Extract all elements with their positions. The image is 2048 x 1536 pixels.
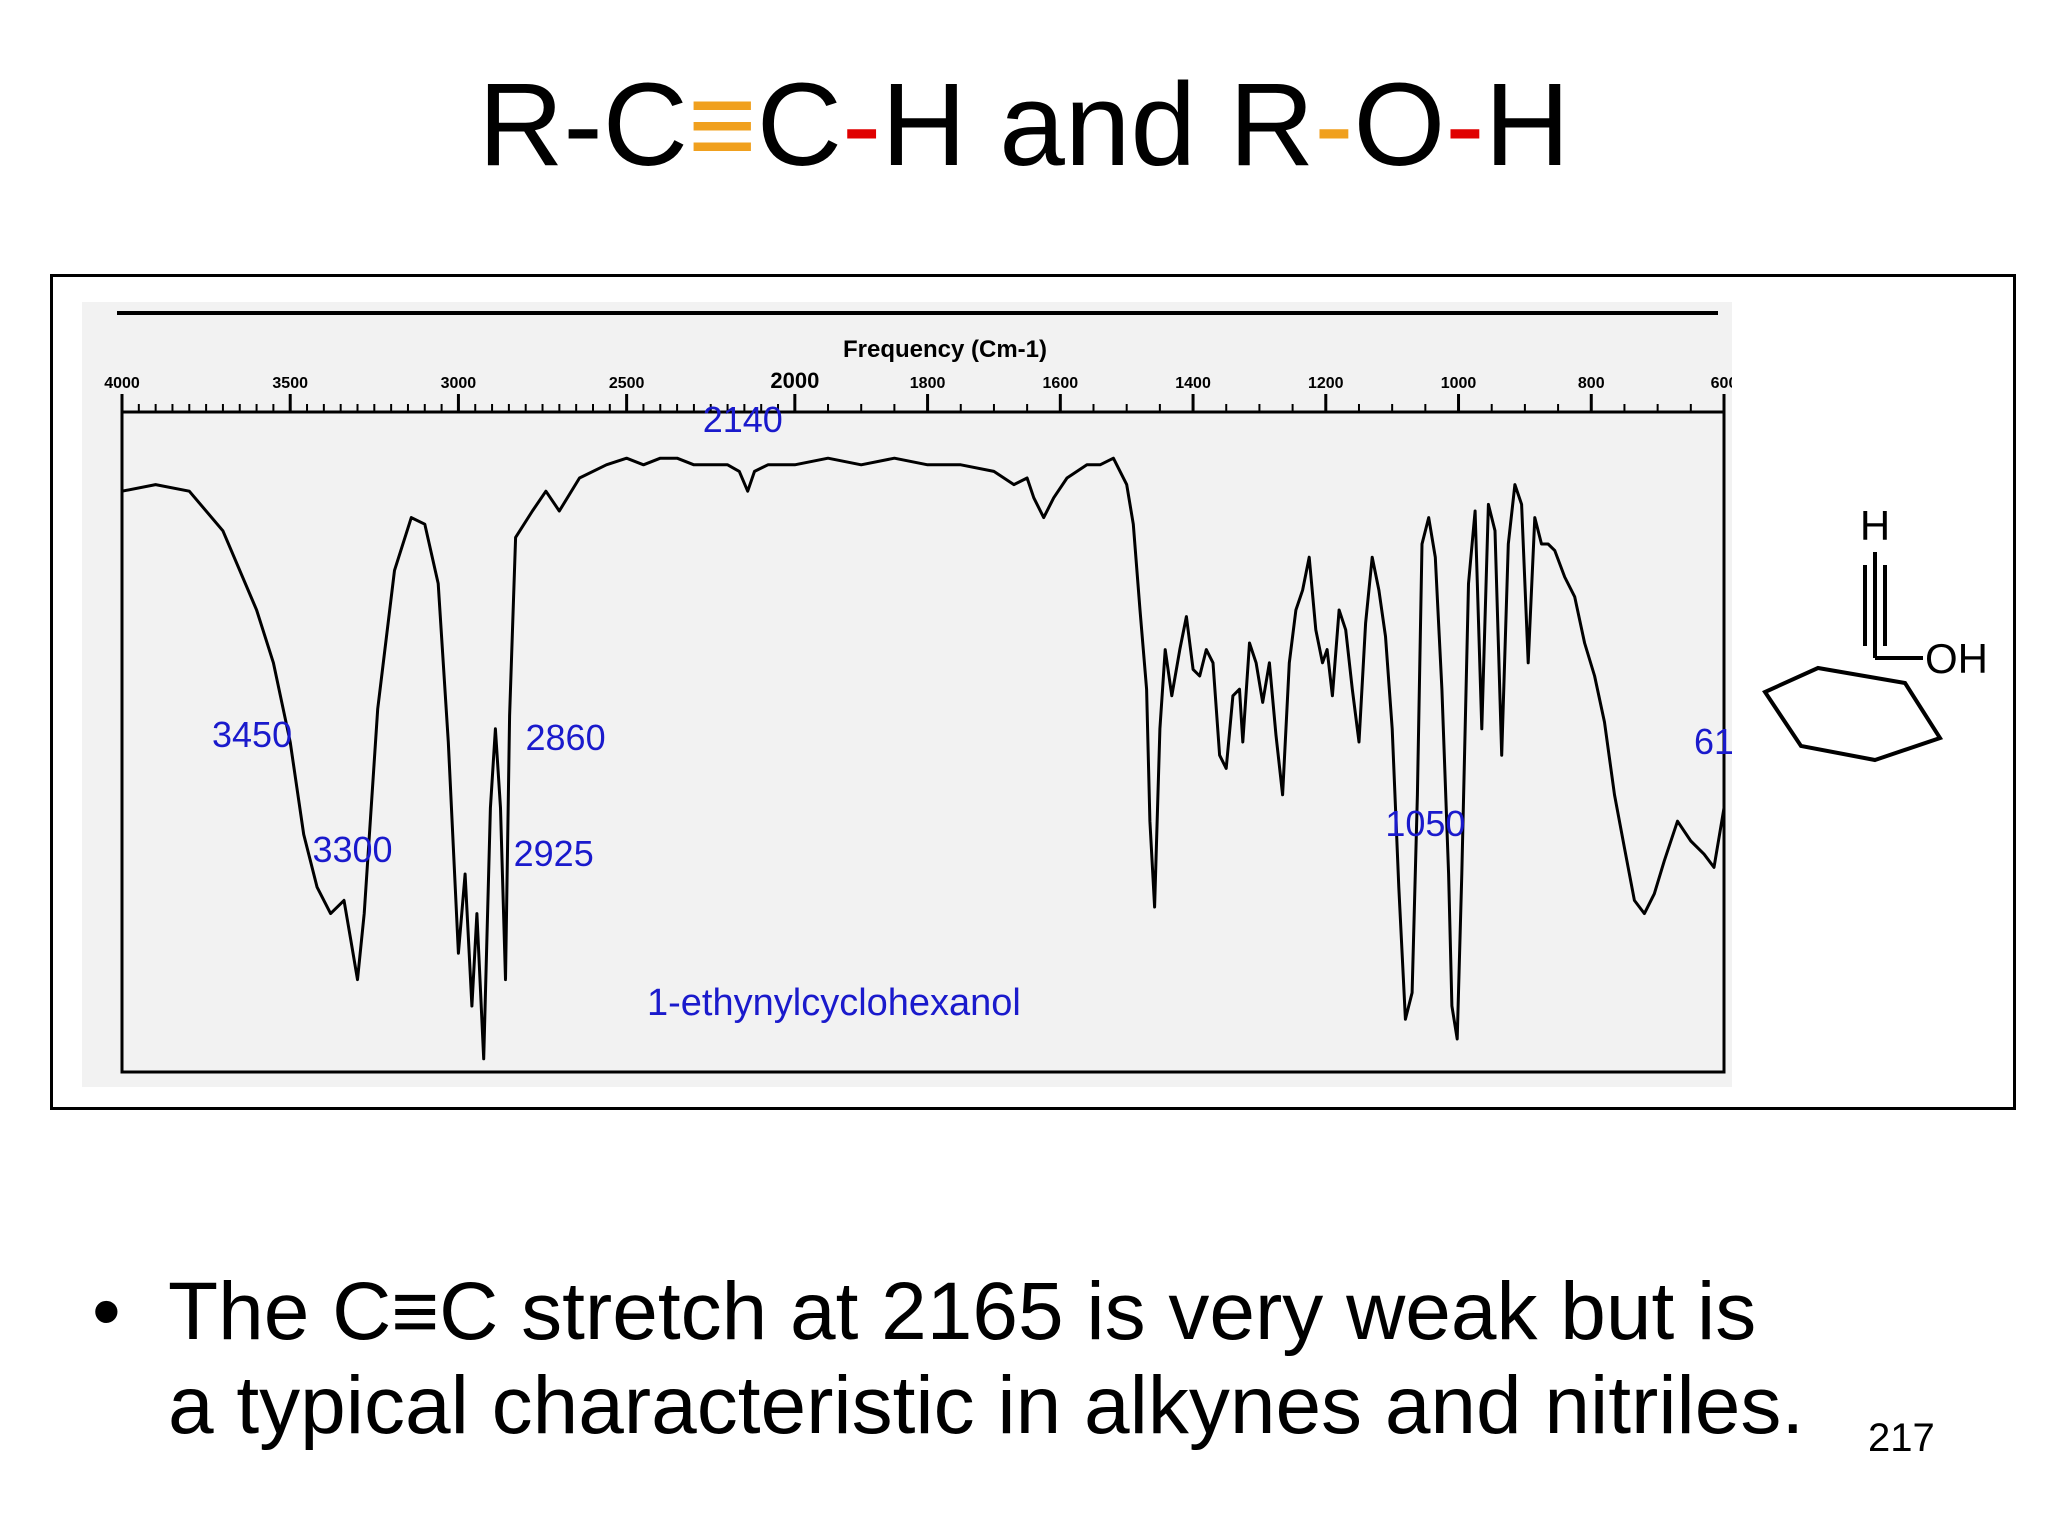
peak-annotations: 3450 3300 2925 2860 2140 1050 615 [212,399,1732,874]
x-tick-label: 1600 [1043,375,1079,392]
peak-label: 2140 [703,399,783,440]
x-tick-label: 800 [1578,375,1605,392]
title-part: H [1484,59,1570,191]
bullet-marker: • [92,1266,121,1357]
peak-label: 2860 [526,717,606,758]
figure-frame [50,274,2016,1110]
x-tick-label: 4000 [104,375,140,392]
title-part: O [1353,59,1446,191]
slide-caption: The C≡C stretch at 2165 is very weak but… [168,1266,1805,1451]
chart-title: Frequency (Cm-1) [843,336,1047,363]
1-ethynylcyclohexanol-structure-icon: H OH [1762,510,1988,763]
x-tick-label: 1800 [910,375,946,392]
atom-label-h: H [1860,510,1890,549]
peak-label: 615 [1694,721,1732,762]
x-tick-label: 2000 [770,368,819,393]
x-tick-label: 3000 [441,375,477,392]
peak-label: 3300 [312,829,392,870]
x-tick-label: 1200 [1308,375,1344,392]
page-number: 217 [1868,1416,1935,1460]
x-tick-label: 600 [1711,375,1732,392]
x-tick-label: 3500 [272,375,308,392]
peak-label: 1050 [1385,803,1465,844]
title-part: H and R [881,59,1315,191]
title-part: - [1445,59,1485,191]
x-tick-label: 1400 [1175,375,1211,392]
title-part: - [1314,59,1354,191]
x-tick-label: 2500 [609,375,645,392]
x-axis-ticks: 4000 3500 3000 2500 2000 1800 1600 1400 1200 1000… [104,368,1732,412]
slide-title: R-C≡C-H and R-O-H [0,55,2048,195]
atom-label-oh: OH [1925,635,1988,682]
title-part: C [756,59,842,191]
title-part: - [842,59,882,191]
chart-background [82,302,1732,1087]
x-tick-label: 1000 [1441,375,1477,392]
plot-area-border [120,410,1726,1074]
peak-label: 3450 [212,714,292,755]
cyclohexane-ring [1762,665,1944,763]
title-part: R-C [478,59,688,191]
peak-label: 2925 [514,833,594,874]
title-part: ≡ [687,59,757,191]
compound-label: 1-ethynylcyclohexanol [647,982,1021,1024]
ir-spectrum-chart: Frequency (Cm-1) 4000 3500 3000 2500 2000 180… [82,302,1732,1087]
spectrum-series-line [121,456,1726,1061]
